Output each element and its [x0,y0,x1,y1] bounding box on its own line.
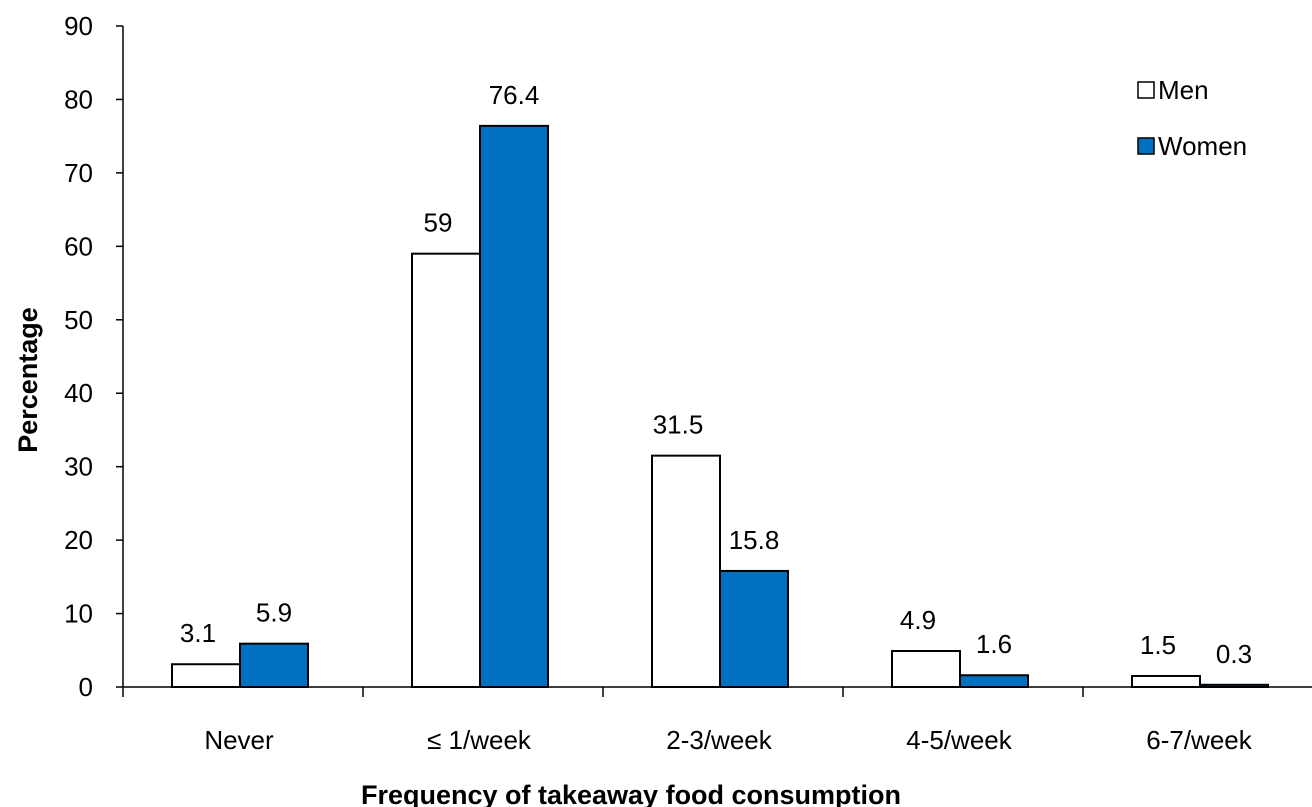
legend-swatch-men [1137,81,1155,99]
legend-label-men: Men [1158,75,1209,105]
data-label-women: 1.6 [976,629,1012,659]
data-label-women: 0.3 [1216,639,1252,669]
data-label-men: 59 [424,208,453,238]
bar-women [719,569,789,688]
data-label-men: 1.5 [1140,630,1176,660]
bar-women [479,124,549,688]
legend: Men Women [1137,75,1247,161]
bar-men [171,663,241,689]
y-axis-title: Percentage [13,307,43,453]
data-label-women: 15.8 [729,525,780,555]
y-tick-label: 0 [79,672,93,702]
legend-label-women: Women [1158,131,1247,161]
bar-men [411,252,481,689]
data-labels: 3.1 59 31.5 4.9 1.5 5.9 76.4 15.8 1.6 0.3 [180,80,1252,669]
bar-women [959,674,1029,689]
y-tick-label: 80 [64,84,93,114]
data-label-men: 31.5 [653,410,704,440]
y-axis: 0 10 20 30 40 50 60 70 80 90 [64,11,124,702]
legend-swatch-women [1137,137,1155,155]
y-tick-label: 90 [64,11,93,41]
y-tick-label: 10 [64,599,93,629]
y-tick-label: 40 [64,378,93,408]
x-tick-label: Never [204,725,274,755]
x-axis: Never ≤ 1/week 2-3/week 4-5/week 6-7/week [122,686,1312,755]
bar-men [1131,674,1201,689]
data-label-men: 4.9 [900,605,936,635]
x-tick-label: 2-3/week [666,725,772,755]
data-label-women: 76.4 [489,80,540,110]
y-tick-label: 60 [64,231,93,261]
bar-men [891,650,961,688]
data-label-women: 5.9 [256,598,292,628]
x-axis-title: Frequency of takeaway food consumption [361,780,901,807]
y-tick-label: 70 [64,158,93,188]
x-tick-label: 6-7/week [1146,725,1252,755]
bar-women [239,642,309,689]
data-label-men: 3.1 [180,618,216,648]
y-tick-label: 20 [64,525,93,555]
bar-men [651,454,721,688]
x-tick-label: ≤ 1/week [427,725,532,755]
bars [171,124,1269,689]
y-tick-label: 50 [64,305,93,335]
bar-women [1199,683,1269,689]
y-tick-label: 30 [64,452,93,482]
x-tick-label: 4-5/week [906,725,1012,755]
